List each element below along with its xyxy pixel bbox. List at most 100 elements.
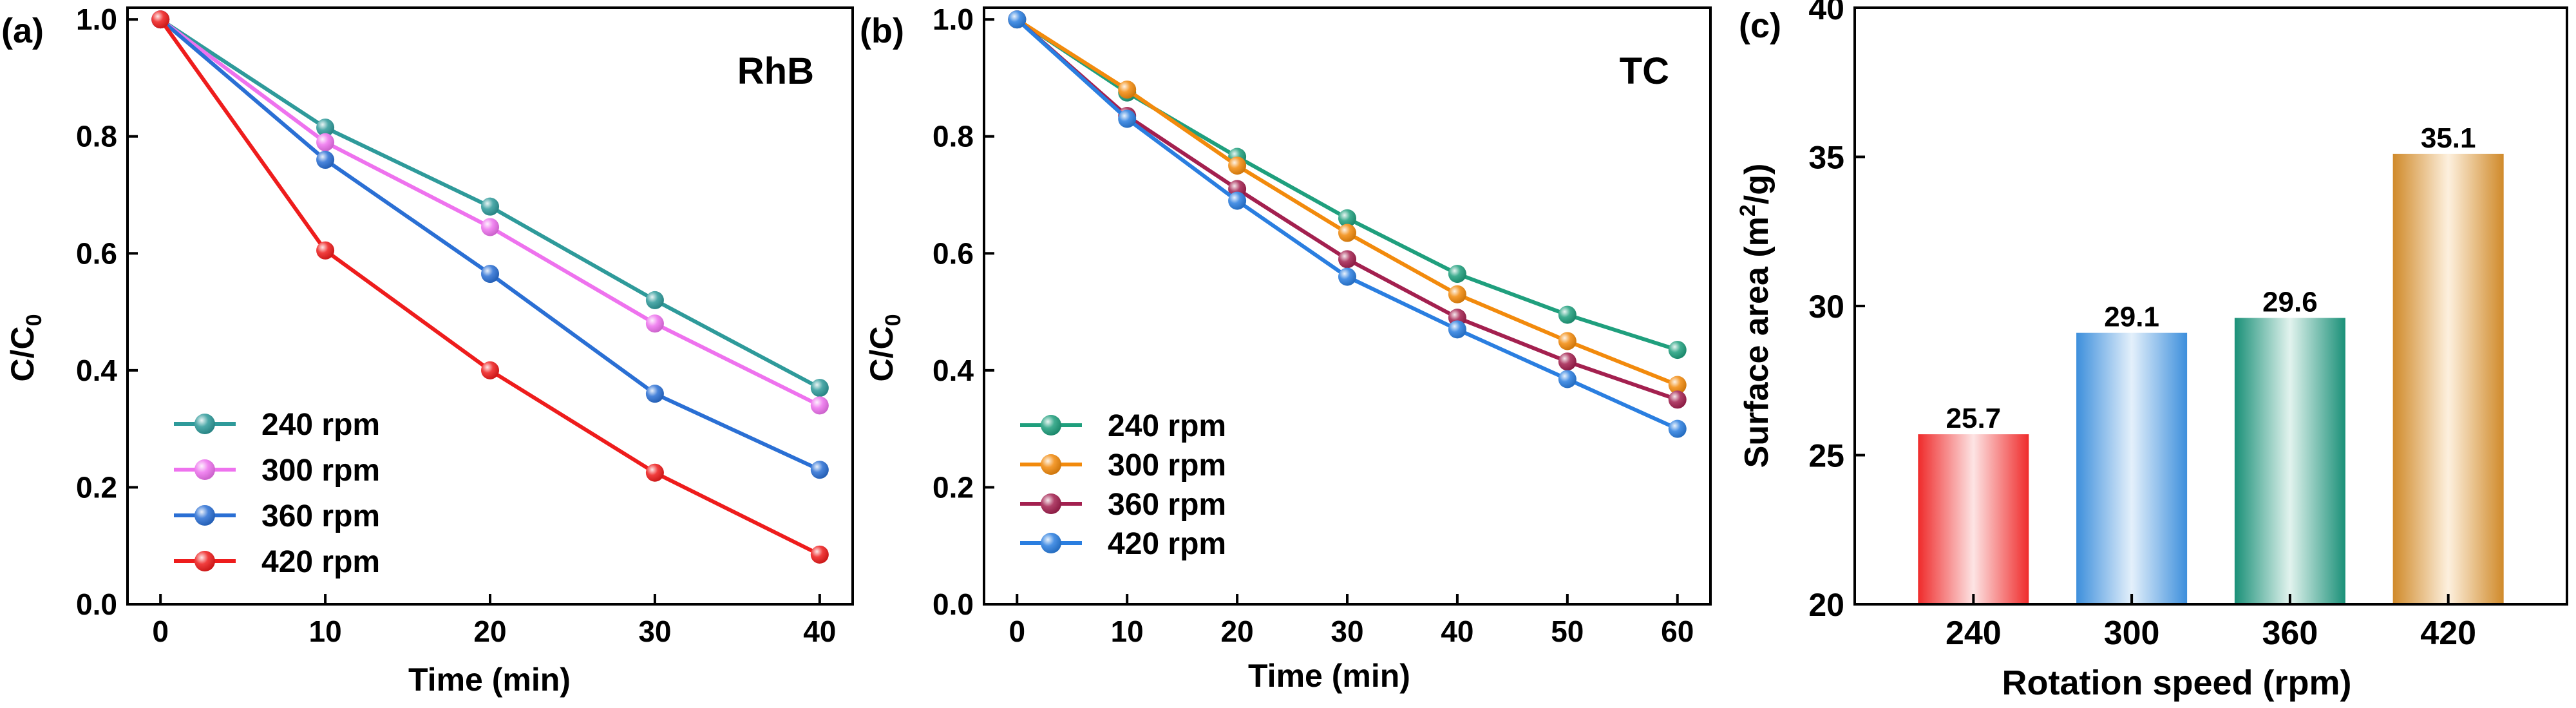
y-tick-label-c-3: 35	[1808, 140, 1844, 176]
data-point-shine-a-2-3	[645, 385, 664, 403]
x-tick-label-b-3: 30	[1331, 615, 1363, 648]
series-line-a-2	[159, 17, 821, 472]
data-point-shine-a-2-2	[481, 265, 499, 283]
bar-value-label-300: 29.1	[2104, 301, 2159, 333]
y-tick-label-b-5: 1.0	[933, 3, 974, 36]
y-tick-label-b-4: 0.8	[933, 120, 974, 153]
data-point-shine-a-1-4	[810, 396, 829, 415]
data-point-shine-a-1-3	[645, 314, 664, 333]
ticks-c: 240 300 360 420 20 25 30 35 40	[1808, 0, 2476, 652]
series-a	[151, 10, 829, 564]
y-tick-label-a-5: 1.0	[76, 3, 117, 36]
x-tick-label-b-6: 60	[1661, 615, 1694, 648]
bars-c: 25.7 29.1 29.6 35.1	[1918, 122, 2504, 604]
data-point-shine-a-0-3	[645, 291, 664, 309]
y-axis-title-b: C/C0	[864, 314, 905, 381]
data-point-shine-b-3-0	[1008, 10, 1027, 29]
x-tick-label-a-1: 10	[309, 615, 342, 648]
y-axis-title-a: C/C0	[5, 314, 46, 381]
legend-b: 240 rpm 300 rpm 360 rpm 420 rpm	[1020, 409, 1226, 561]
chart-title-tc: TC	[1620, 50, 1669, 92]
legend-marker-shine-b-1	[1041, 454, 1061, 475]
data-point-shine-a-2-4	[810, 461, 829, 479]
data-point-shine-b-1-5	[1558, 332, 1577, 350]
panel-a-rhb-chart: (a) RhB Time (min) C/C0 0 10 20 30 400.00.20…	[1, 3, 854, 698]
data-point-shine-a-3-1	[316, 241, 335, 260]
data-point-shine-a-3-0	[151, 10, 170, 29]
legend-label-b-2: 360 rpm	[1108, 488, 1226, 522]
x-tick-label-c-3: 420	[2420, 615, 2476, 652]
y-tick-label-a-2: 0.4	[76, 354, 117, 387]
data-point-shine-a-3-4	[810, 545, 829, 564]
legend-marker-shine-b-3	[1041, 533, 1061, 553]
x-axis-title-a: Time (min)	[408, 662, 571, 698]
data-point-shine-b-1-2	[1228, 157, 1247, 175]
y-tick-label-b-2: 0.4	[933, 354, 974, 387]
x-tick-label-a-4: 40	[803, 615, 836, 648]
legend-label-a-2: 360 rpm	[261, 499, 380, 533]
data-point-shine-b-2-5	[1558, 352, 1577, 371]
series-b	[1008, 10, 1687, 438]
legend-marker-shine-a-2	[194, 505, 215, 526]
data-point-shine-b-1-1	[1118, 81, 1137, 99]
plot-frame-a	[126, 6, 854, 606]
y-tick-label-c-1: 25	[1808, 438, 1844, 474]
legend-label-a-3: 420 rpm	[261, 545, 380, 579]
legend-marker-shine-a-3	[194, 551, 215, 571]
y-tick-label-b-0: 0.0	[933, 588, 974, 621]
data-point-shine-b-1-3	[1338, 224, 1356, 242]
data-point-shine-a-0-2	[481, 197, 499, 216]
data-point-shine-a-1-2	[481, 218, 499, 236]
x-tick-label-b-0: 0	[1009, 615, 1025, 648]
data-point-shine-b-3-6	[1668, 419, 1687, 438]
x-tick-label-a-0: 0	[152, 615, 169, 648]
legend-label-b-3: 420 rpm	[1108, 527, 1226, 561]
data-point-shine-b-0-4	[1448, 265, 1466, 283]
x-axis-title-b: Time (min)	[1248, 658, 1410, 694]
x-tick-label-b-2: 20	[1221, 615, 1254, 648]
bar-value-label-240: 25.7	[1946, 403, 2002, 434]
legend-marker-shine-a-1	[194, 459, 215, 480]
legend-label-b-1: 300 rpm	[1108, 448, 1226, 483]
panel-label-c: (c)	[1739, 6, 1781, 45]
data-point-shine-a-3-3	[645, 463, 664, 482]
panel-c-surface-area-chart: (c) Rotation speed (rpm) Surface area (m…	[1736, 0, 2568, 702]
x-tick-label-b-1: 10	[1111, 615, 1144, 648]
bar-360	[2234, 318, 2345, 604]
ticks-a: 0 10 20 30 40 0.0 0.2 0.4 0.6 0.8 1.0	[76, 3, 836, 648]
y-tick-label-b-3: 0.6	[933, 236, 974, 270]
panel-label-a: (a)	[1, 12, 44, 50]
y-tick-label-a-4: 0.8	[76, 120, 117, 153]
chart-title-rhb: RhB	[737, 50, 814, 92]
legend-marker-shine-b-0	[1041, 415, 1061, 435]
legend-a: 240 rpm 300 rpm 360 rpm 420 rpm	[174, 408, 380, 579]
series-line-a-3	[158, 18, 821, 557]
data-point-shine-b-1-4	[1448, 285, 1466, 303]
y-tick-label-c-0: 20	[1808, 587, 1844, 623]
bar-420	[2392, 153, 2504, 604]
panel-label-b: (b)	[860, 12, 904, 50]
data-point-shine-b-1-6	[1668, 376, 1687, 394]
data-point-shine-b-3-3	[1338, 267, 1356, 286]
plot-frame-c	[1853, 6, 2568, 606]
series-line-b-0	[1016, 17, 1678, 352]
data-point-shine-b-0-6	[1668, 341, 1687, 359]
x-tick-label-c-2: 360	[2262, 615, 2318, 652]
bar-value-label-420: 35.1	[2421, 122, 2476, 154]
data-point-shine-b-3-4	[1448, 320, 1466, 339]
data-point-shine-a-1-1	[316, 133, 335, 151]
x-axis-title-c: Rotation speed (rpm)	[2002, 664, 2351, 702]
data-point-shine-a-2-1	[316, 151, 335, 169]
plot-frame-b	[983, 6, 1712, 606]
legend-label-a-1: 300 rpm	[261, 454, 380, 488]
data-point-shine-b-0-3	[1338, 209, 1356, 227]
panel-b-tc-chart: (b) TC Time (min) C/C0 0 10 20 30 40 50 600.00…	[860, 3, 1712, 694]
data-point-shine-a-0-1	[316, 119, 335, 137]
data-point-shine-b-3-1	[1118, 110, 1137, 128]
y-tick-label-c-2: 30	[1808, 289, 1844, 325]
data-point-shine-a-3-2	[481, 361, 499, 379]
bar-240	[1918, 434, 2029, 604]
data-point-shine-a-0-4	[810, 379, 829, 397]
data-point-shine-b-3-2	[1228, 191, 1247, 210]
